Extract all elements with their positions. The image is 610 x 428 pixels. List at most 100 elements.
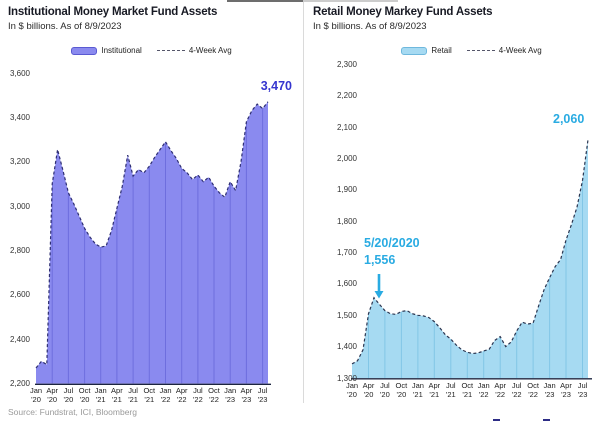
legend-item-retail: Retail <box>401 46 452 55</box>
institutional-mmf-x-axis-year-label: '21 <box>128 395 138 404</box>
retail-mmf-y-axis-label: 1,900 <box>336 185 357 195</box>
institutional-mmf-x-axis-month-label: Jul <box>63 386 74 395</box>
institutional-mmf-x-axis-year-label: '20 <box>47 395 58 404</box>
institutional-mmf-x-axis-month-label: Jan <box>94 386 107 395</box>
institutional-mmf-x-axis-month-label: Jul <box>257 386 268 395</box>
retail-mmf-y-axis-label: 1,800 <box>336 216 357 226</box>
institutional-mmf-y-axis-label: 2,200 <box>9 379 30 388</box>
retail-mmf-x-axis-year-label: '22 <box>495 390 506 399</box>
retail-mmf-x-axis-year-label: '22 <box>478 390 489 399</box>
retail-mmf-y-axis-label: 1,700 <box>336 248 357 258</box>
retail-mmf-x-axis-year-label: '20 <box>396 390 407 399</box>
retail-mmf-x-axis-month-label: Jul <box>577 381 588 390</box>
retail-mmf-y-axis-label: 1,600 <box>336 279 357 289</box>
retail-mmf-area-series <box>352 139 588 378</box>
retail-end-value-annotation: 2,060 <box>553 112 585 126</box>
institutional-mmf-x-axis-year-label: '22 <box>193 395 203 404</box>
retail-mmf-y-axis-label: 1,500 <box>336 310 357 320</box>
retail-mmf-x-axis-year-label: '21 <box>445 390 456 399</box>
institutional-mmf-x-axis-year-label: '21 <box>95 395 106 404</box>
retail-chart-subtitle: In $ billions. As of 8/9/2023 <box>313 21 427 32</box>
retail-mmf-x-axis-year-label: '20 <box>380 390 390 399</box>
institutional-mmf-area-series <box>36 101 268 384</box>
retail-mmf-y-axis-label: 1,300 <box>336 373 357 383</box>
retail-mmf-x-axis-month-label: Jan <box>477 381 490 390</box>
retail-mmf-x-axis-year-label: '21 <box>413 390 423 399</box>
institutional-mmf-y-axis-label: 2,600 <box>9 290 30 300</box>
institutional-mmf-x-axis-year-label: '22 <box>160 395 171 404</box>
retail-mmf-x-axis-month-label: Jan <box>543 381 556 390</box>
institutional-mmf-x-axis-month-label: Jan <box>159 386 172 395</box>
retail-mmf-x-axis-month-label: Jul <box>446 381 456 390</box>
institutional-mmf-y-axis-label: 2,400 <box>9 334 30 344</box>
panel-divider-line <box>303 0 304 403</box>
institutional-mmf-x-axis-month-label: Oct <box>208 386 220 395</box>
retail-mmf-x-axis-month-label: Apr <box>560 381 572 390</box>
institutional-mmf-x-axis-month-label: Apr <box>111 386 123 395</box>
institutional-mmf-x-axis-year-label: '22 <box>176 395 187 404</box>
institutional-mmf-x-axis-month-label: Oct <box>143 386 156 395</box>
institutional-chart-title: Institutional Money Market Fund Assets <box>8 6 218 18</box>
retail-mmf-y-axis-label: 2,200 <box>336 91 357 101</box>
legend-item-institutional: Institutional <box>71 46 142 55</box>
institutional-mmf-y-axis-label: 3,600 <box>9 68 30 78</box>
retail-mmf-x-axis-month-label: Oct <box>527 381 539 390</box>
institutional-mmf-x-axis-year-label: '21 <box>144 395 155 404</box>
retail-mmf-x-axis-month-label: Oct <box>461 381 474 390</box>
retail-peak-date-annotation: 5/20/2020 <box>364 236 420 250</box>
retail-mmf-x-axis-year-label: '21 <box>429 390 440 399</box>
institutional-mmf-x-axis-month-label: Apr <box>240 386 253 395</box>
retail-mmf-x-axis-year-label: '22 <box>511 390 522 399</box>
institutional-mmf-x-axis-year-label: '23 <box>257 395 268 404</box>
retail-area-swatch-icon <box>401 46 428 55</box>
legend-item-4week-avg: 4-Week Avg <box>466 46 542 55</box>
legend-label: 4-Week Avg <box>188 46 232 55</box>
institutional-mmf-x-axis-month-label: Jul <box>193 386 203 395</box>
retail-mmf-x-axis-year-label: '20 <box>363 390 374 399</box>
institutional-area-swatch-icon <box>71 46 98 55</box>
institutional-mmf-x-axis-month-label: Jul <box>128 386 138 395</box>
institutional-mmf-y-axis-label: 3,400 <box>9 112 30 122</box>
institutional-peak-value-annotation: 3,470 <box>260 79 292 93</box>
retail-peak-value-annotation: 1,556 <box>364 253 396 267</box>
dashed-line-swatch-icon <box>156 50 185 51</box>
institutional-chart-panel: Institutional Money Market Fund Assets I… <box>0 0 303 428</box>
retail-peak-arrowhead-icon <box>374 291 384 299</box>
institutional-mmf-4week-avg-line <box>35 101 269 369</box>
retail-mmf-x-axis-month-label: Apr <box>362 381 375 390</box>
legend-label: Institutional <box>101 46 142 55</box>
institutional-mmf-x-axis-year-label: '20 <box>63 395 74 404</box>
retail-mmf-x-axis-month-label: Jul <box>380 381 390 390</box>
top-edge-artifact-light <box>303 0 398 2</box>
retail-mmf-x-axis-month-label: Apr <box>494 381 507 390</box>
institutional-mmf-x-axis-month-label: Apr <box>175 386 188 395</box>
retail-mmf-x-axis-year-label: '23 <box>577 390 588 399</box>
retail-chart-panel: Retail Money Markey Fund Assets In $ bil… <box>305 0 610 428</box>
institutional-mmf-x-axis-year-label: '22 <box>209 395 219 404</box>
retail-mmf-y-axis-label: 1,400 <box>336 342 357 352</box>
institutional-mmf-x-axis-month-label: Jan <box>224 386 237 395</box>
retail-mmf-4week-avg-line <box>351 139 589 365</box>
retail-mmf-x-axis-month-label: Jul <box>511 381 522 390</box>
institutional-chart-subtitle: In $ billions. As of 8/9/2023 <box>8 21 122 32</box>
retail-mmf-x-axis-month-label: Jan <box>411 381 424 390</box>
retail-mmf-x-axis-month-label: Oct <box>395 381 408 390</box>
cropped-text-artifact <box>493 419 500 421</box>
institutional-mmf-y-axis-label: 3,200 <box>9 157 30 167</box>
legend-label: Retail <box>431 46 452 55</box>
institutional-mmf-x-axis-month-label: Jan <box>29 386 43 395</box>
retail-mmf-x-axis-year-label: '21 <box>462 390 473 399</box>
source-note: Source: Fundstrat, ICI, Bloomberg <box>8 407 137 417</box>
institutional-mmf-x-axis-year-label: '20 <box>31 395 41 404</box>
top-edge-artifact-dark <box>227 0 303 2</box>
retail-mmf-y-axis-label: 2,100 <box>336 122 357 132</box>
institutional-legend: Institutional 4-Week Avg <box>0 46 303 55</box>
retail-mmf-x-axis-year-label: '23 <box>561 390 571 399</box>
retail-mmf-y-axis-label: 2,300 <box>336 60 357 69</box>
institutional-mmf-y-axis-label: 3,000 <box>9 201 30 211</box>
institutional-mmf-x-axis-year-label: '23 <box>225 395 236 404</box>
institutional-mmf-x-axis-month-label: Apr <box>46 386 59 395</box>
retail-mmf-x-axis-month-label: Apr <box>428 381 441 390</box>
